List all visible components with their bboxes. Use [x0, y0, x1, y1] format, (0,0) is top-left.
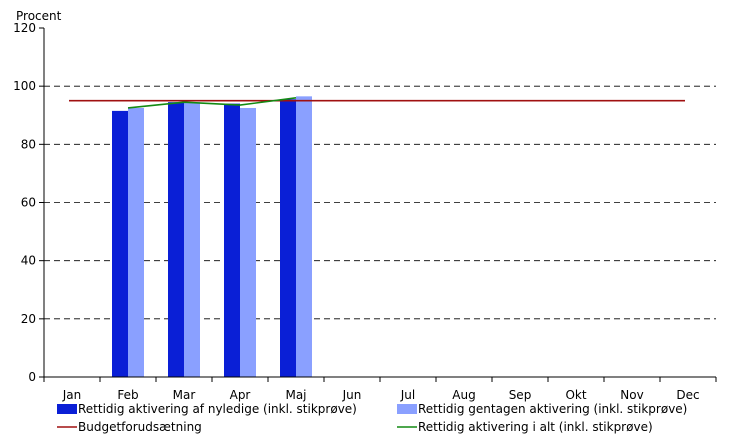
- bar: [112, 110, 128, 377]
- y-tick-label: 60: [21, 196, 36, 210]
- x-tick-label: Mar: [173, 388, 196, 402]
- x-tick-label: Nov: [620, 388, 643, 402]
- x-tick-label: Jan: [62, 388, 82, 402]
- y-axis-label: Procent: [16, 9, 62, 23]
- x-tick-label: Maj: [285, 388, 306, 402]
- x-tick-label: Okt: [565, 388, 586, 402]
- legend-label: Rettidig gentagen aktivering (inkl. stik…: [418, 402, 687, 416]
- legend: Rettidig aktivering af nyledige (inkl. s…: [57, 402, 687, 434]
- y-tick-label: 20: [21, 312, 36, 326]
- legend-label: Budgetforudsætning: [78, 420, 202, 434]
- x-tick-label: Sep: [509, 388, 532, 402]
- bar: [224, 103, 240, 377]
- x-tick-label: Jul: [400, 388, 415, 402]
- bar: [280, 99, 296, 378]
- legend-swatch: [397, 404, 417, 414]
- gridlines: [44, 85, 716, 320]
- x-tick-label: Apr: [230, 388, 251, 402]
- x-tick-label: Aug: [452, 388, 475, 402]
- y-tick-label: 80: [21, 137, 36, 151]
- bar: [184, 102, 200, 377]
- legend-swatch: [57, 404, 77, 414]
- bars: [112, 96, 312, 378]
- y-tick-label: 0: [28, 370, 36, 384]
- legend-label: Rettidig aktivering i alt (inkl. stikprø…: [418, 420, 653, 434]
- y-tick-label: 100: [13, 79, 36, 93]
- bar: [128, 107, 144, 378]
- legend-label: Rettidig aktivering af nyledige (inkl. s…: [78, 402, 357, 416]
- series-line: [127, 97, 297, 109]
- y-tick-label: 120: [13, 21, 36, 35]
- x-tick-label: Jun: [342, 388, 362, 402]
- bar: [240, 107, 256, 378]
- bar: [296, 96, 312, 378]
- y-tick-label: 40: [21, 254, 36, 268]
- x-tick-label: Feb: [117, 388, 138, 402]
- axes: 0 20 40 60 80 100 120 Jan Feb Mar Apr Maj Jun Jul Aug S…: [13, 21, 717, 402]
- bar: [168, 102, 184, 377]
- x-tick-label: Dec: [676, 388, 699, 402]
- series-lines: [69, 97, 685, 109]
